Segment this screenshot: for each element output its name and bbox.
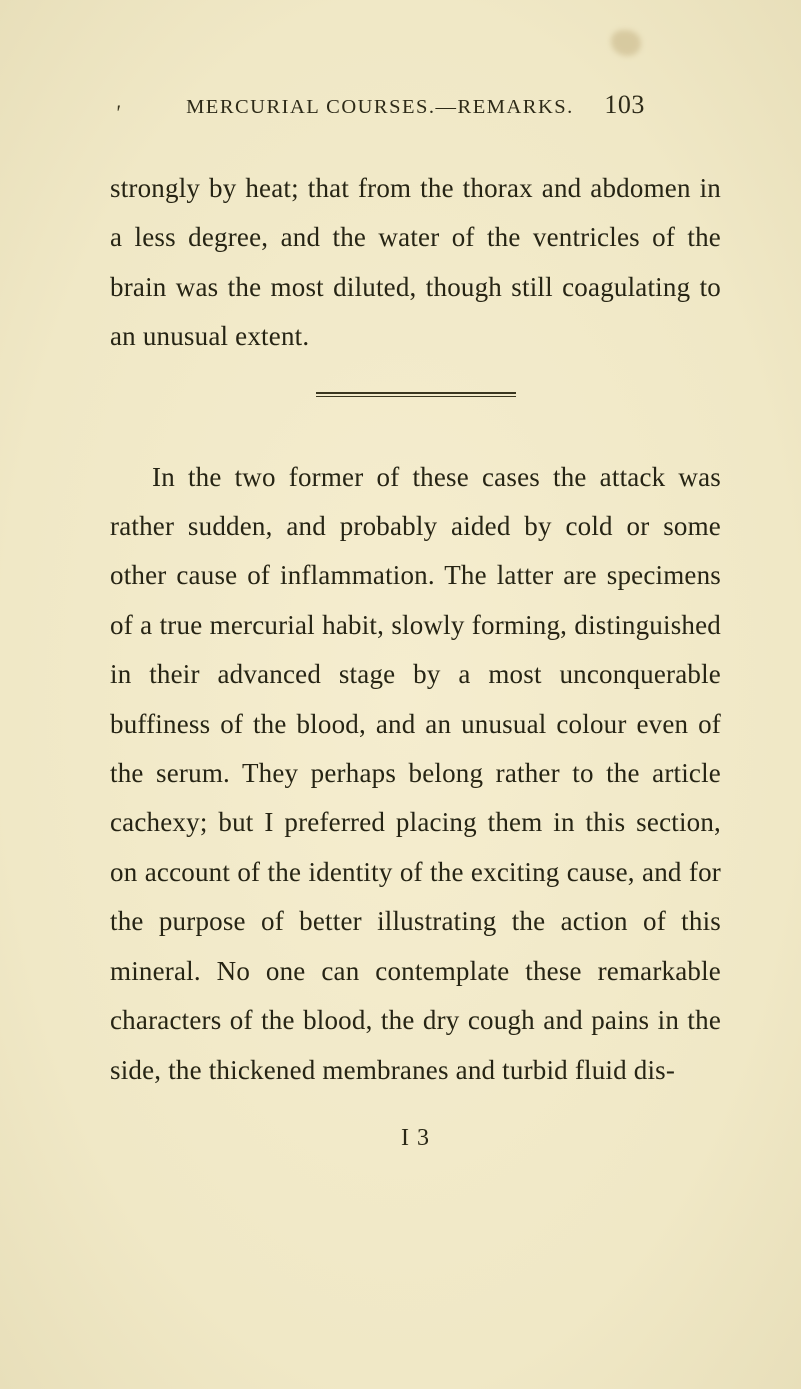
- scanned-book-page: ' MERCURIAL COURSES.—REMARKS. 103 strong…: [0, 0, 801, 1389]
- page-number: 103: [604, 90, 645, 120]
- apostrophe-mark: ': [115, 100, 120, 126]
- body-paragraph-2: In the two former of these cases the att…: [110, 453, 721, 1095]
- body-paragraph-1: strongly by heat; that from the thorax a…: [110, 164, 721, 362]
- running-header: MERCURIAL COURSES.—REMARKS. 103: [110, 90, 721, 120]
- section-rule: [316, 392, 516, 397]
- signature-mark: I 3: [110, 1125, 721, 1152]
- paper-stain: [611, 30, 641, 56]
- header-title: MERCURIAL COURSES.—REMARKS.: [186, 96, 574, 118]
- gathering-signature: I 3: [401, 1125, 430, 1151]
